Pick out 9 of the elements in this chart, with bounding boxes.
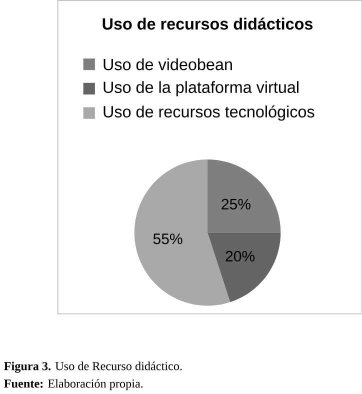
data-label: 55% [153,234,182,244]
legend-label: Uso de recursos tecnológicos [104,105,314,121]
data-label: 25% [222,198,250,210]
legend-label: Uso de la plataforma virtual [104,81,298,96]
text: Figura 3. Uso de Recurso didáctico. [4,362,182,373]
chart-title: Uso de recursos didácticos [102,18,312,30]
legend-label: Uso de videobean [104,58,232,70]
data-label: 20% [226,250,254,262]
text: Fuente: Elaboración propia. [4,379,142,390]
